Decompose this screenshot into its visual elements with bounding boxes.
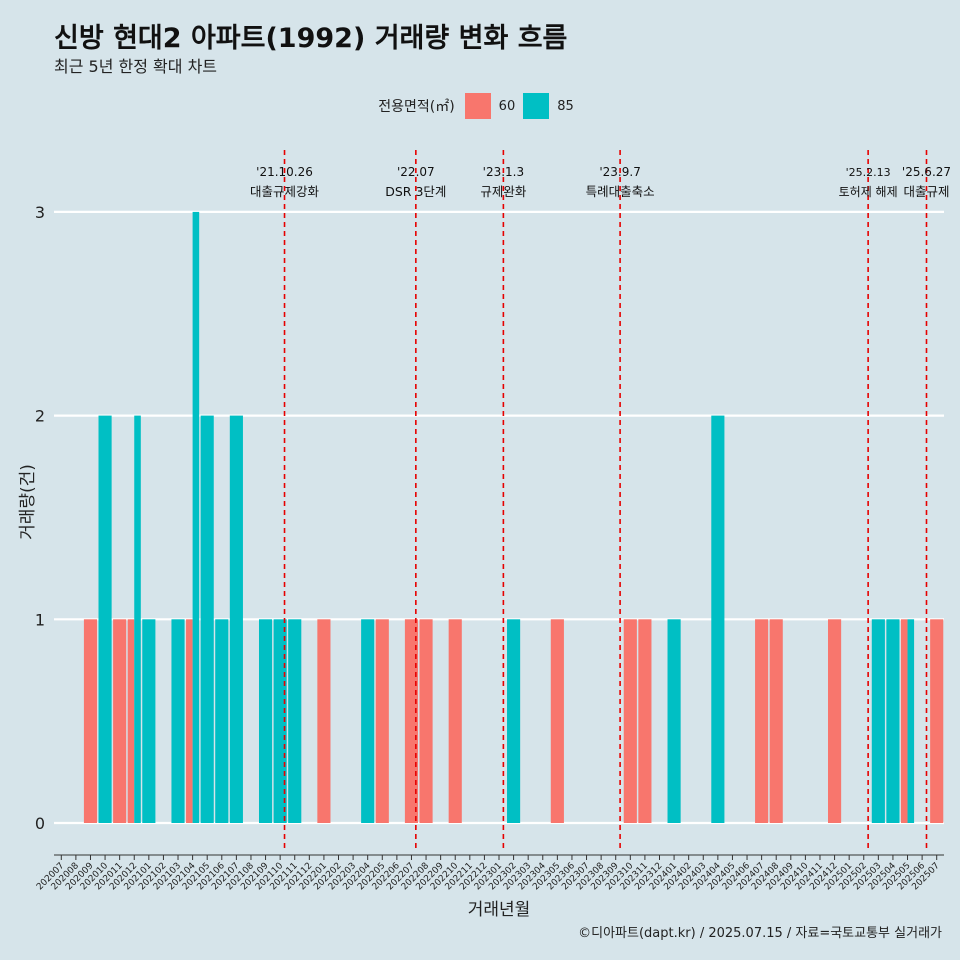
bar-85-202505 (907, 619, 915, 823)
bar-60-202210 (448, 619, 462, 823)
event-label-0: 대출규제강화 (250, 184, 320, 199)
bar-60-202408 (769, 619, 783, 823)
bar-85-202101 (142, 619, 156, 823)
bar-85-202103 (171, 619, 185, 823)
bar-85-202401 (667, 619, 681, 823)
event-date-2: '23.1.3 (483, 165, 524, 179)
x-axis-title: 거래년월 (468, 900, 531, 920)
bar-85-202404 (711, 415, 725, 823)
bar-60-202201 (317, 619, 331, 823)
bar-60-202505 (900, 619, 908, 823)
legend-swatch-85 (523, 93, 550, 119)
legend-item-85: 85 (523, 93, 574, 119)
event-label-5: 대출규제 (903, 184, 949, 199)
bar-60-202104 (186, 619, 193, 823)
event-date-0: '21.10.26 (256, 165, 313, 179)
bar-60-202208 (419, 619, 433, 823)
event-date-1: '22.07 (397, 165, 435, 179)
event-label-2: 규제완화 (480, 184, 527, 199)
bar-60-202012 (127, 619, 135, 823)
event-label-3: 특례대출축소 (586, 184, 655, 199)
event-date-4: '25.2.13 (846, 166, 891, 179)
bar-60-202311 (638, 619, 652, 823)
chart-title: 신방 현대2 아파트(1992) 거래량 변화 흐름 (54, 23, 568, 54)
bar-85-202010 (98, 415, 112, 823)
event-label-4: 토허제 해제 (839, 185, 898, 199)
bar-85-202110 (273, 619, 287, 823)
y-tick-label-1: 1 (35, 610, 45, 629)
bar-85-202104 (192, 211, 200, 823)
bar-60-202412 (828, 619, 842, 823)
bar-85-202106 (215, 619, 229, 823)
y-tick-label-0: 0 (35, 814, 45, 833)
bar-85-202012 (134, 415, 141, 823)
bar-60-202310 (623, 619, 637, 823)
legend-label-60: 60 (498, 98, 516, 114)
source-caption: ©디아파트(dapt.kr) / 2025.07.15 / 자료=국토교통부 실… (578, 926, 942, 941)
legend-swatch-60 (464, 93, 491, 119)
legend-label-85: 85 (557, 98, 574, 114)
bar-60-202207 (404, 619, 419, 823)
bar-85-202107 (229, 415, 243, 823)
bar-85-202204 (361, 619, 375, 823)
legend-item-60: 60 (464, 93, 516, 119)
bar-60-202507 (930, 619, 944, 823)
legend-title: 전용면적(㎡) (378, 99, 455, 115)
event-date-3: '23.9.7 (599, 165, 640, 179)
bar-60-202305 (550, 619, 564, 823)
event-date-5: '25.6.27 (902, 165, 951, 179)
bar-85-202105 (200, 415, 214, 823)
bar-60-202011 (113, 619, 127, 823)
event-label-1: DSR 3단계 (385, 184, 446, 199)
bar-85-202111 (288, 619, 302, 823)
bar-60-202009 (83, 619, 98, 823)
y-tick-label-2: 2 (35, 407, 45, 426)
chart-subtitle: 최근 5년 한정 확대 차트 (54, 57, 218, 76)
bar-60-202407 (755, 619, 769, 823)
legend: 전용면적(㎡) 60 85 (0, 93, 960, 119)
bar-85-202109 (258, 619, 273, 823)
bar-85-202302 (507, 619, 521, 823)
y-tick-label-3: 3 (35, 203, 45, 222)
bar-85-202504 (886, 619, 900, 823)
bar-85-202503 (871, 619, 885, 823)
bar-60-202205 (375, 619, 389, 823)
y-axis-title: 거래량(건) (18, 464, 38, 540)
